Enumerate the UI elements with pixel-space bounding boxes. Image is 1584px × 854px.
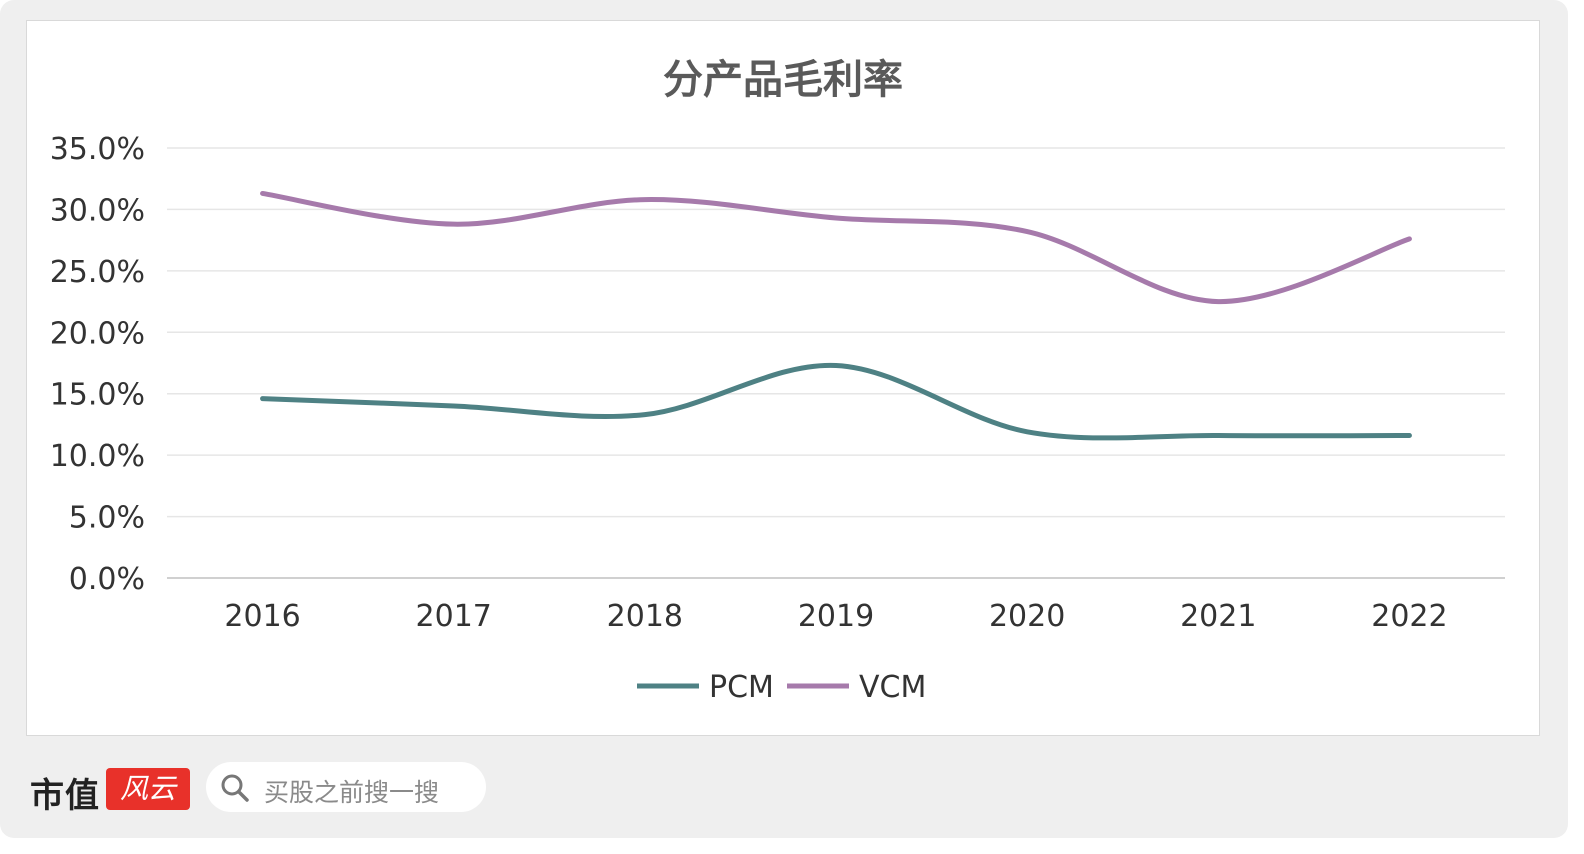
x-tick-label: 2022: [1371, 599, 1447, 634]
y-tick-label: 0.0%: [69, 562, 145, 597]
y-tick-label: 30.0%: [50, 193, 145, 228]
y-axis: 0.0% 5.0% 10.0% 15.0% 20.0% 25.0% 30.0% 35.0%: [50, 132, 145, 597]
search-icon: [221, 774, 249, 802]
legend-label-vcm: VCM: [859, 670, 926, 705]
series-line-vcm: [260, 190, 1412, 305]
y-tick-label: 15.0%: [50, 378, 145, 413]
x-tick-label: 2021: [1180, 599, 1256, 634]
legend-label-pcm: PCM: [709, 670, 774, 705]
x-tick-label: 2020: [989, 599, 1065, 634]
x-axis: 2016 2017 2018 2019 2020 2021 2022: [224, 599, 1447, 634]
x-tick-label: 2019: [798, 599, 874, 634]
footer-bar: 市值 风云 买股之前搜一搜: [30, 762, 510, 816]
x-tick-label: 2017: [416, 599, 492, 634]
x-tick-label: 2016: [224, 599, 300, 634]
brand-name: 市值: [30, 776, 100, 816]
x-tick-label: 2018: [607, 599, 683, 634]
legend: PCM VCM: [637, 670, 926, 705]
chart-title: 分产品毛利率: [663, 57, 903, 103]
y-tick-label: 25.0%: [50, 255, 145, 290]
series-line-pcm: [260, 362, 1412, 441]
y-tick-label: 5.0%: [69, 501, 145, 536]
grid-layer: [167, 147, 1505, 579]
line-chart: 分产品毛利率 0.0% 5.0% 10.0% 15.0% 20.0% 25.0% 30.0%…: [50, 57, 1505, 705]
chart-card: 分产品毛利率 0.0% 5.0% 10.0% 15.0% 20.0% 25.0% 30.0%…: [26, 20, 1540, 736]
search-box[interactable]: 买股之前搜一搜: [206, 762, 486, 812]
screenshot-frame: 分产品毛利率 0.0% 5.0% 10.0% 15.0% 20.0% 25.0% 30.0%…: [0, 0, 1568, 838]
series-layer: [260, 190, 1412, 441]
brand-logo-badge: 风云: [106, 768, 190, 810]
y-tick-label: 35.0%: [50, 132, 145, 167]
y-tick-label: 10.0%: [50, 439, 145, 474]
y-tick-label: 20.0%: [50, 316, 145, 351]
search-placeholder: 买股之前搜一搜: [264, 778, 440, 807]
